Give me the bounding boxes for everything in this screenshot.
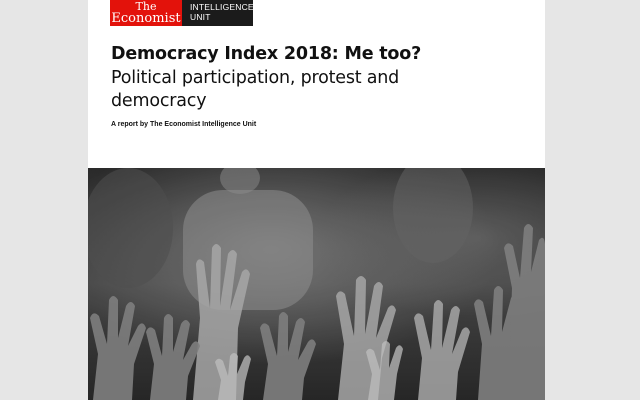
eiu-logo: INTELLIGENCE UNIT — [182, 0, 254, 26]
brand-logos: The Economist INTELLIGENCE UNIT — [110, 0, 254, 26]
eiu-logo-line2: UNIT — [190, 12, 211, 22]
economist-logo-line2: Economist — [111, 11, 181, 26]
eiu-logo-line1: INTELLIGENCE — [190, 2, 254, 12]
raised-hands-photo — [88, 168, 545, 400]
report-cover: The Economist INTELLIGENCE UNIT Democrac… — [88, 0, 545, 400]
report-subtitle: Political participation, protest and dem… — [111, 68, 400, 111]
economist-logo-line1: The — [135, 0, 157, 13]
report-byline: A report by The Economist Intelligence U… — [111, 121, 257, 128]
report-title: Democracy Index 2018: Me too? — [111, 44, 422, 64]
economist-logo: The Economist — [110, 0, 182, 26]
raised-hands-image — [88, 168, 545, 400]
